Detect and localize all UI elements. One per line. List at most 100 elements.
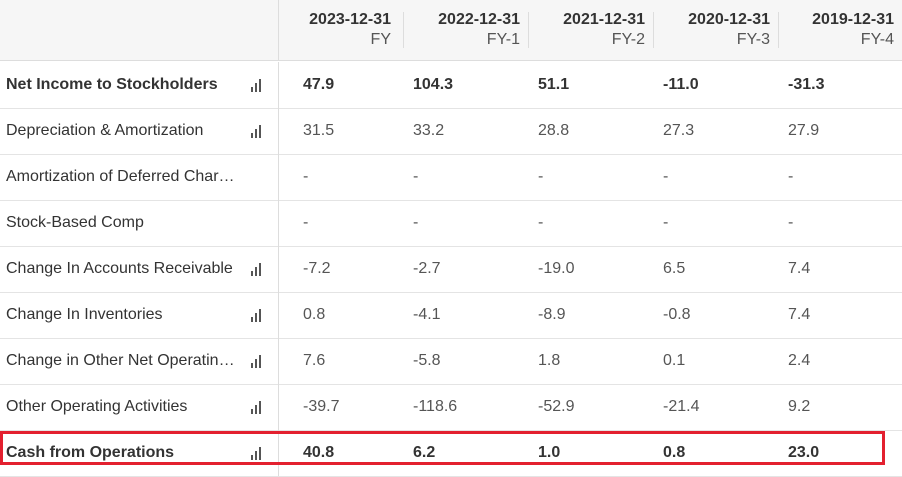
table-cell: - [538, 214, 544, 231]
row-label[interactable]: Amortization of Deferred Charges [6, 168, 238, 185]
column-period: FY-4 [860, 31, 894, 48]
chart-icon-bar [259, 401, 261, 414]
column-header-fy-3[interactable]: 2020-12-31 FY-3 [654, 0, 778, 60]
row-label[interactable]: Net Income to Stockholders [6, 76, 218, 93]
table-row: Depreciation & Amortization 31.5 33.2 28.8 2… [0, 108, 902, 155]
table-cell: 7.4 [788, 306, 811, 323]
column-divider [278, 108, 279, 154]
chart-icon-bar [255, 83, 257, 92]
table-cell: 0.8 [663, 444, 686, 461]
table-cell: - [788, 214, 794, 231]
chart-icon-bar [251, 409, 253, 414]
column-divider [278, 384, 279, 430]
table-cell: 2.4 [788, 352, 811, 369]
column-header-fy-2[interactable]: 2021-12-31 FY-2 [529, 0, 653, 60]
table-cell: 7.4 [788, 260, 811, 277]
chart-icon-bar [255, 451, 257, 460]
table-cell: -11.0 [663, 76, 699, 93]
chart-icon-bar [259, 125, 261, 138]
table-cell: -39.7 [303, 398, 340, 415]
bar-chart-icon[interactable] [249, 400, 263, 414]
column-header-fy-1[interactable]: 2022-12-31 FY-1 [404, 0, 528, 60]
column-divider [278, 154, 279, 200]
header-divider [403, 12, 404, 48]
table-cell: 0.8 [303, 306, 326, 323]
table-cell: - [663, 168, 669, 185]
table-cell: 31.5 [303, 122, 335, 139]
table-row: Change in Other Net Operating Assets 7.6 -… [0, 338, 902, 385]
table-cell: - [303, 214, 309, 231]
table-cell: 40.8 [303, 444, 335, 461]
table-cell: 1.8 [538, 352, 561, 369]
table-cell: - [788, 168, 794, 185]
column-divider [278, 292, 279, 338]
chart-icon-bar [255, 267, 257, 276]
table-cell: 51.1 [538, 76, 570, 93]
row-label[interactable]: Cash from Operations [6, 444, 175, 461]
header-divider [528, 12, 529, 48]
table-cell: 104.3 [413, 76, 454, 93]
table-cell: -8.9 [538, 306, 566, 323]
column-date: 2022-12-31 [438, 11, 520, 28]
table-cell: 33.2 [413, 122, 445, 139]
column-divider [278, 200, 279, 246]
chart-icon-bar [255, 313, 257, 322]
table-cell: -19.0 [538, 260, 575, 277]
bar-chart-icon[interactable] [249, 78, 263, 92]
row-label[interactable]: Depreciation & Amortization [6, 122, 204, 139]
header-divider [778, 12, 779, 48]
header-divider [653, 12, 654, 48]
chart-icon-bar [255, 405, 257, 414]
table-row: Stock-Based Comp - - - - - [0, 200, 902, 247]
row-label[interactable]: Change in Other Net Operating Assets [6, 352, 238, 369]
column-period: FY [370, 31, 391, 48]
table-cell: -52.9 [538, 398, 575, 415]
row-label[interactable]: Change In Inventories [6, 306, 163, 323]
chart-icon-bar [259, 447, 261, 460]
chart-icon-bar [259, 309, 261, 322]
table-cell: - [413, 168, 419, 185]
column-date: 2019-12-31 [812, 11, 894, 28]
table-cell: 0.1 [663, 352, 686, 369]
column-header-fy-4[interactable]: 2019-12-31 FY-4 [779, 0, 902, 60]
chart-icon-bar [251, 271, 253, 276]
table-cell: - [538, 168, 544, 185]
table-cell: -2.7 [413, 260, 441, 277]
chart-icon-bar [251, 317, 253, 322]
column-divider [278, 62, 279, 108]
table-cell: - [663, 214, 669, 231]
table-row: Change In Inventories 0.8 -4.1 -8.9 -0.8 7.4 [0, 292, 902, 339]
table-row: Change In Accounts Receivable -7.2 -2.7 -19… [0, 246, 902, 293]
column-divider [278, 430, 279, 476]
table-cell: 6.2 [413, 444, 436, 461]
table-cell: - [413, 214, 419, 231]
table-cell: -7.2 [303, 260, 331, 277]
table-cell: 6.5 [663, 260, 686, 277]
bar-chart-icon[interactable] [249, 354, 263, 368]
table-cell: 27.3 [663, 122, 695, 139]
column-date: 2020-12-31 [688, 11, 770, 28]
row-label[interactable]: Stock-Based Comp [6, 214, 144, 231]
column-date: 2021-12-31 [563, 11, 645, 28]
table-cell: -4.1 [413, 306, 441, 323]
column-divider [278, 338, 279, 384]
column-header-fy[interactable]: 2023-12-31 FY [279, 0, 399, 60]
column-period: FY-2 [611, 31, 645, 48]
table-cell: -31.3 [788, 76, 825, 93]
table-cell: 23.0 [788, 444, 820, 461]
table-cell: 27.9 [788, 122, 820, 139]
bar-chart-icon[interactable] [249, 124, 263, 138]
chart-icon-bar [251, 455, 253, 460]
column-date: 2023-12-31 [309, 11, 391, 28]
bar-chart-icon[interactable] [249, 262, 263, 276]
chart-icon-bar [251, 87, 253, 92]
table-cell: -0.8 [663, 306, 691, 323]
row-label[interactable]: Other Operating Activities [6, 398, 188, 415]
chart-icon-bar [251, 133, 253, 138]
bar-chart-icon[interactable] [249, 308, 263, 322]
row-label[interactable]: Change In Accounts Receivable [6, 260, 233, 277]
table-cell: 9.2 [788, 398, 811, 415]
bar-chart-icon[interactable] [249, 446, 263, 460]
chart-icon-bar [259, 79, 261, 92]
